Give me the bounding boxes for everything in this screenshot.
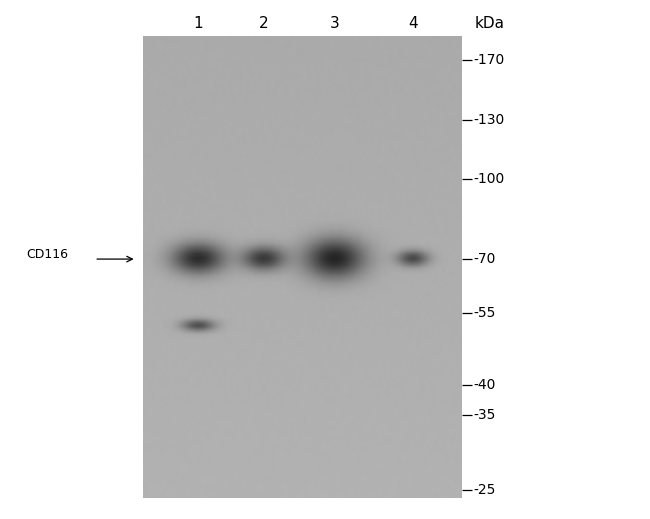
Text: -130: -130 — [473, 113, 504, 127]
Text: -70: -70 — [473, 252, 495, 266]
Text: -170: -170 — [473, 53, 504, 66]
Text: CD116: CD116 — [26, 249, 68, 262]
Text: -55: -55 — [473, 306, 495, 320]
Text: -35: -35 — [473, 408, 495, 422]
Text: -25: -25 — [473, 484, 495, 497]
Text: 4: 4 — [408, 16, 417, 31]
Text: -40: -40 — [473, 378, 495, 392]
Text: 3: 3 — [330, 16, 339, 31]
Text: 2: 2 — [259, 16, 268, 31]
Text: -100: -100 — [473, 172, 504, 186]
Text: kDa: kDa — [474, 16, 504, 31]
Text: 1: 1 — [194, 16, 203, 31]
